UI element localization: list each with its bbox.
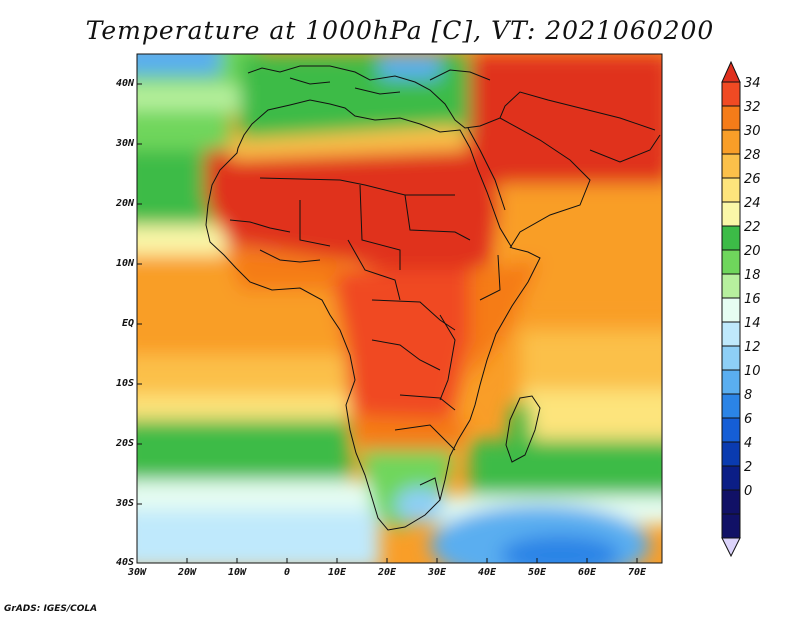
- lat-tick-label: EQ: [121, 318, 134, 329]
- colorbar-label: 32: [744, 100, 761, 115]
- lat-tick-label: 20N: [115, 198, 134, 209]
- colorbar-label: 16: [744, 292, 761, 307]
- colorbar-label: 22: [744, 220, 761, 235]
- colorbar-label: 4: [744, 436, 753, 451]
- lat-tick-label: 40S: [115, 557, 134, 568]
- colorbar-label: 10: [744, 364, 761, 379]
- lat-tick-label: 20S: [115, 438, 134, 449]
- lat-tick-label: 30N: [115, 138, 134, 149]
- lon-tick-label: 10W: [227, 567, 247, 578]
- colorbar-label: 2: [744, 460, 753, 475]
- lat-tick-label: 10N: [115, 258, 134, 269]
- lat-tick-label: 10S: [115, 378, 134, 389]
- tick-marks: [136, 83, 638, 563]
- lon-tick-label: 60E: [577, 567, 597, 578]
- colorbar-label: 34: [744, 76, 761, 91]
- colorbar-label: 26: [744, 172, 761, 187]
- colorbar-label: 8: [744, 388, 753, 403]
- colorbar-label: 12: [744, 340, 761, 355]
- colorbar-label: 6: [744, 412, 753, 427]
- lon-tick-label: 0: [283, 567, 291, 578]
- coastlines: [205, 65, 661, 531]
- colorbar-label: 24: [744, 196, 761, 211]
- colorbar-label: 20: [744, 244, 761, 259]
- lon-tick-label: 30W: [127, 567, 147, 578]
- lon-tick-label: 10E: [327, 567, 347, 578]
- lon-tick-label: 70E: [627, 567, 647, 578]
- lon-tick-label: 50E: [527, 567, 547, 578]
- temperature-field: [137, 54, 662, 563]
- colorbar-label: 28: [744, 148, 761, 163]
- lon-tick-label: 40E: [477, 567, 497, 578]
- lat-tick-label: 30S: [115, 498, 134, 509]
- colorbar-label: 30: [744, 124, 761, 139]
- lon-tick-label: 30E: [427, 567, 447, 578]
- credit-text: GrADS: IGES/COLA: [4, 604, 98, 614]
- map-title: Temperature at 1000hPa [C], VT: 20210602…: [85, 16, 715, 45]
- colorbar: [721, 60, 741, 558]
- plot-frame: [136, 53, 663, 564]
- colorbar-label: 0: [744, 484, 753, 499]
- lon-tick-label: 20E: [377, 567, 397, 578]
- lat-tick-label: 40N: [115, 78, 134, 89]
- colorbar-label: 18: [744, 268, 761, 283]
- colorbar-label: 14: [744, 316, 761, 331]
- lon-tick-label: 20W: [177, 567, 197, 578]
